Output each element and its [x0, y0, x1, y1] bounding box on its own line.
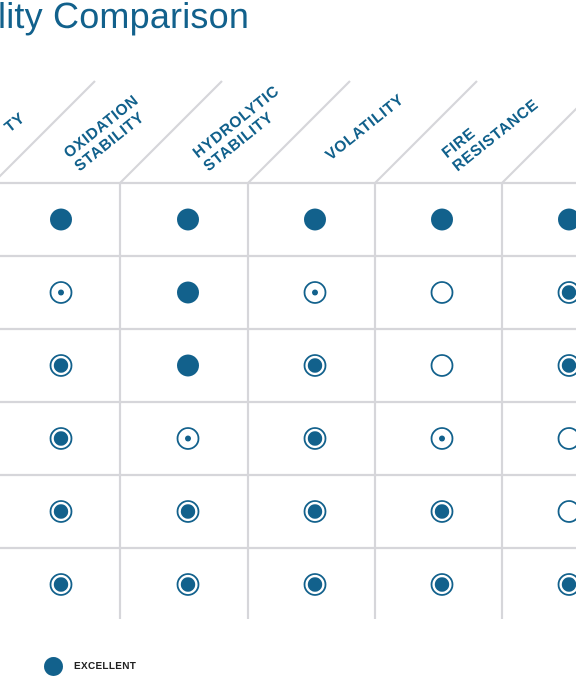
header-diagonal [247, 80, 351, 184]
rating-very-good-icon [303, 573, 327, 596]
header-diagonal [374, 80, 478, 184]
rating-fair-icon [557, 427, 576, 450]
rating-very-good-icon [176, 573, 200, 596]
rating-very-good-icon [49, 427, 73, 450]
header-diagonal [119, 80, 223, 184]
rating-very-good-icon [49, 573, 73, 596]
rating-very-good-icon [557, 281, 576, 304]
rating-fair-icon [430, 354, 454, 377]
rating-very-good-icon [557, 354, 576, 377]
rating-excellent-icon [50, 208, 72, 231]
rating-excellent-icon [431, 208, 453, 231]
rating-very-good-icon [49, 500, 73, 523]
rating-very-good-icon [430, 500, 454, 523]
rating-good-icon [49, 281, 73, 304]
legend-excellent-icon [44, 657, 63, 676]
rating-excellent-icon [558, 208, 576, 231]
rating-excellent-icon [177, 281, 199, 304]
rating-excellent-icon [177, 208, 199, 231]
header-diagonal [501, 107, 576, 184]
rating-very-good-icon [303, 427, 327, 450]
rating-good-icon [303, 281, 327, 304]
rating-fair-icon [557, 500, 576, 523]
rating-very-good-icon [49, 354, 73, 377]
rating-fair-icon [430, 281, 454, 304]
rating-very-good-icon [557, 573, 576, 596]
rating-good-icon [430, 427, 454, 450]
header-diagonal [0, 80, 96, 178]
rating-very-good-icon [303, 500, 327, 523]
rating-very-good-icon [303, 354, 327, 377]
rating-very-good-icon [176, 500, 200, 523]
rating-excellent-icon [177, 354, 199, 377]
legend-excellent-label: EXCELLENT [74, 661, 137, 672]
rating-very-good-icon [430, 573, 454, 596]
rating-good-icon [176, 427, 200, 450]
page-title: lity Comparison [0, 0, 250, 36]
rating-excellent-icon [304, 208, 326, 231]
